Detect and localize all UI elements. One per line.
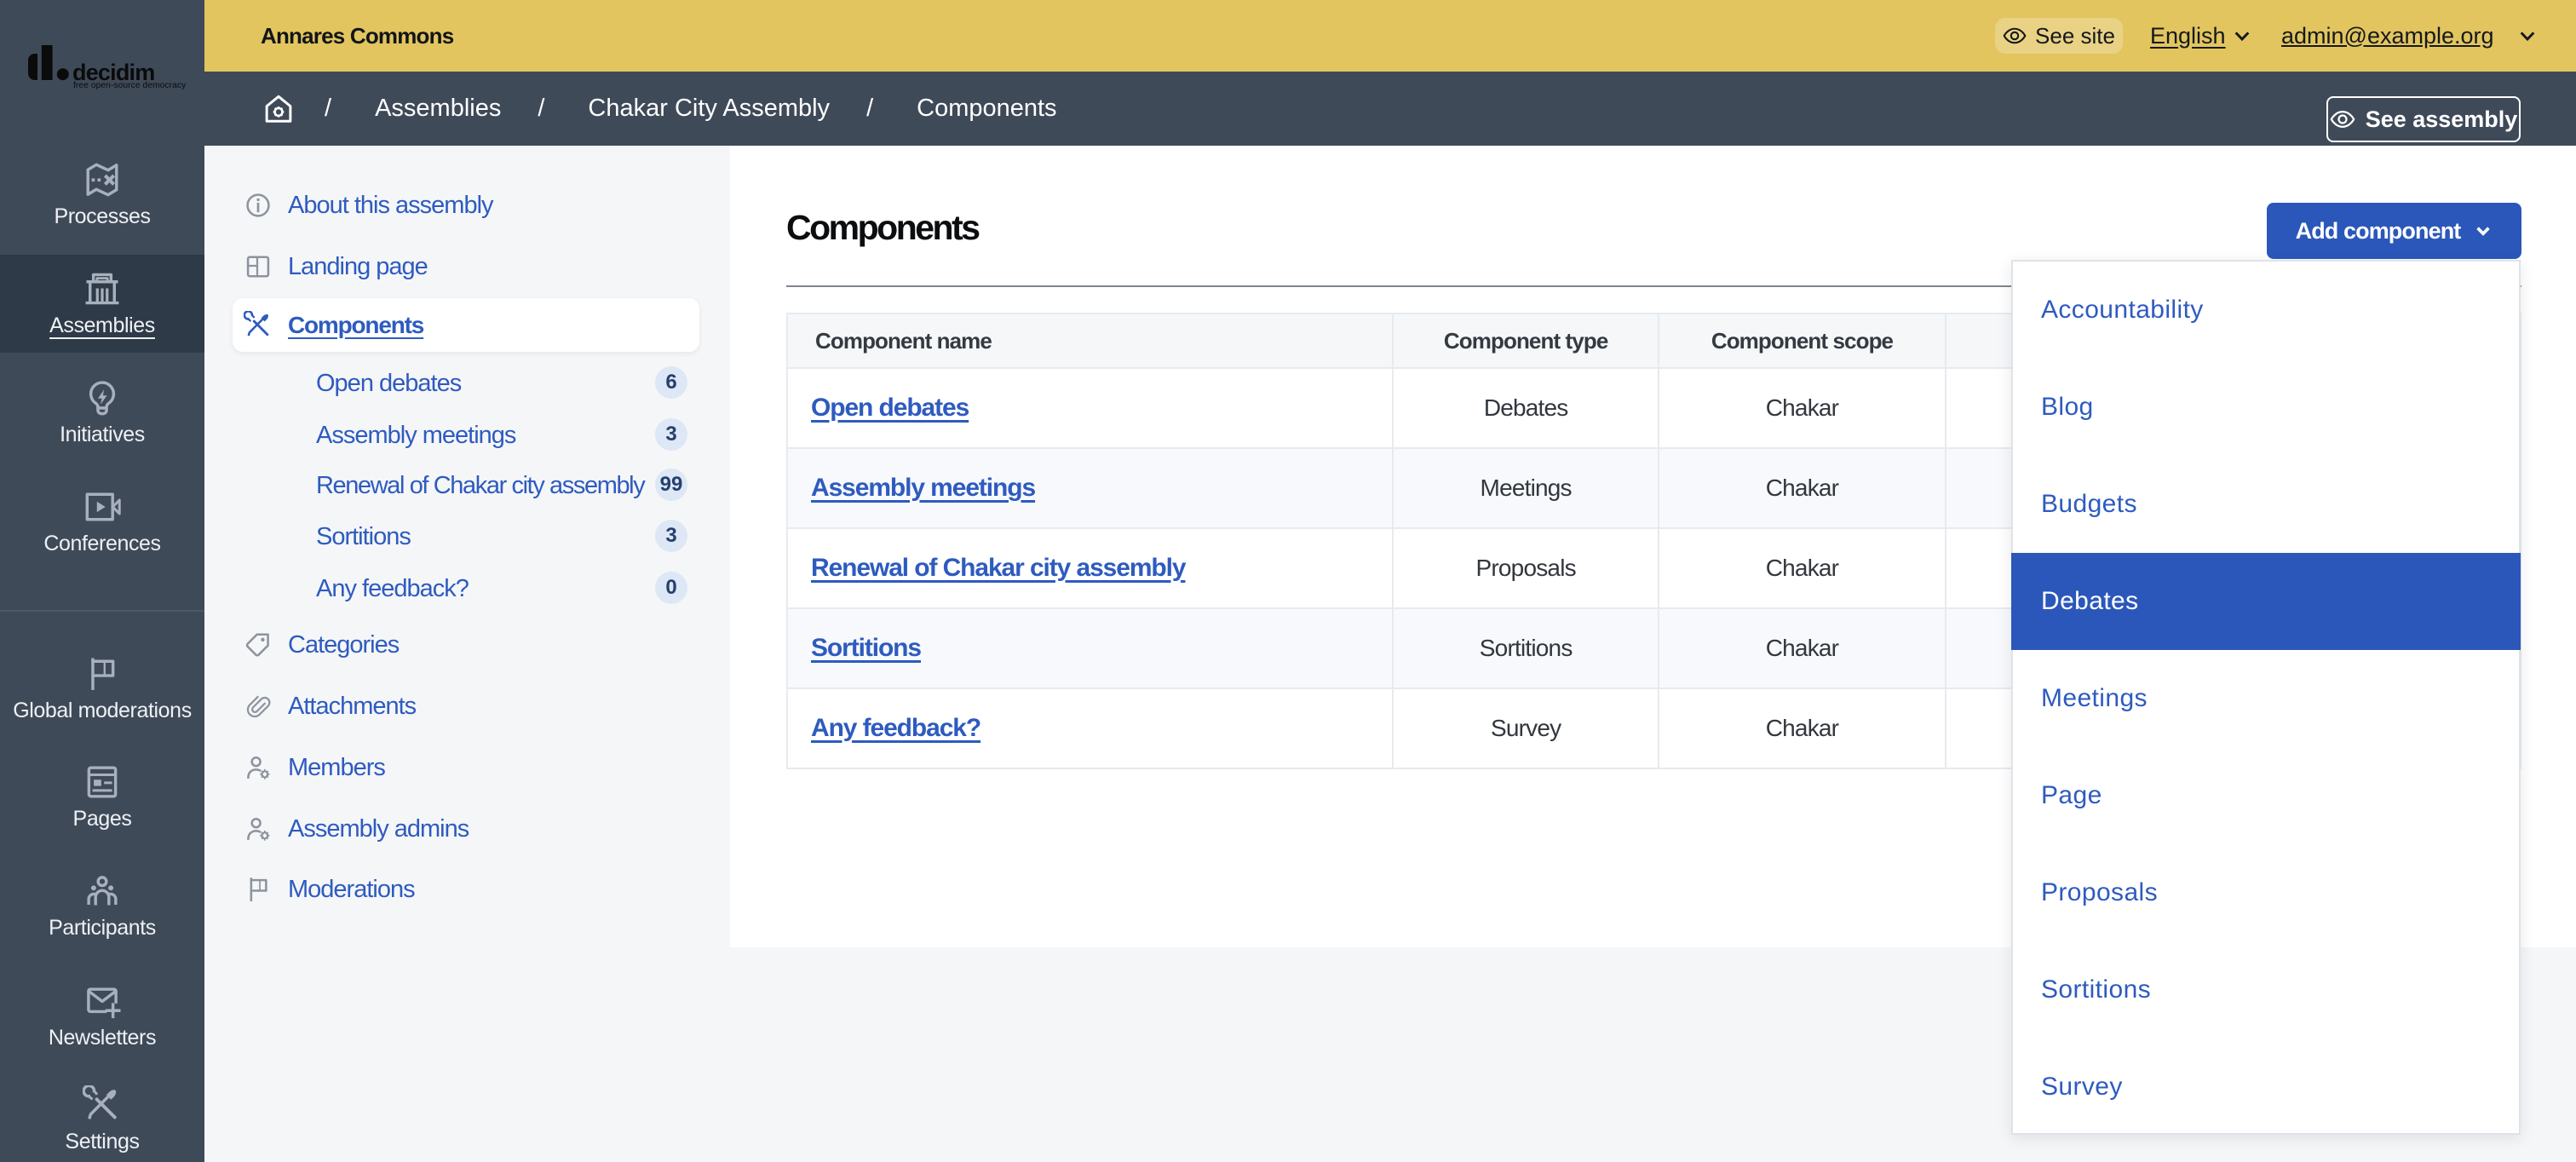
svg-text:free open-source democracy: free open-source democracy <box>73 81 187 90</box>
svg-text:decidim: decidim <box>72 60 154 85</box>
